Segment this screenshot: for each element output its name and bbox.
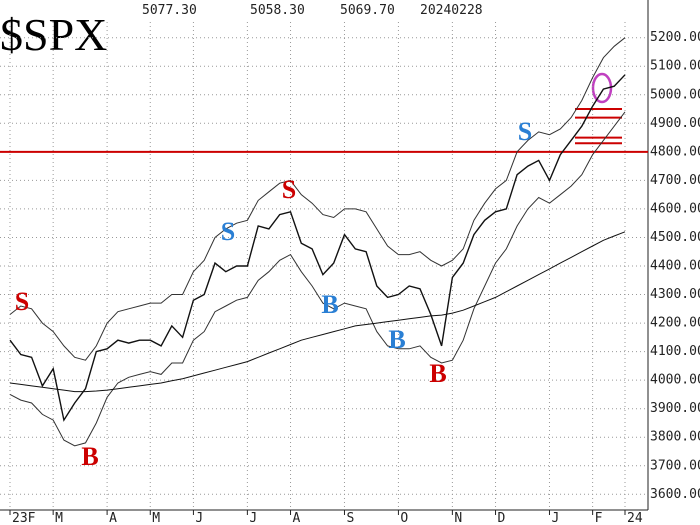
series-line <box>9 37 626 361</box>
y-tick-label: 4100.00 <box>650 344 700 359</box>
annotation: B <box>321 290 338 319</box>
header-value: 5077.30 <box>142 3 197 18</box>
chart-title: $SPX <box>0 9 107 60</box>
annotation: B <box>81 442 98 471</box>
header-value: 5058.30 <box>250 3 305 18</box>
x-tick-label: F <box>595 511 603 525</box>
annotation: B <box>429 359 446 388</box>
y-tick-label: 5100.00 <box>650 59 700 74</box>
y-tick-label: 4000.00 <box>650 373 700 388</box>
y-tick-label: 4800.00 <box>650 144 700 159</box>
y-tick-label: 4700.00 <box>650 173 700 188</box>
y-tick-label: 5200.00 <box>650 30 700 45</box>
x-tick-label: M <box>55 511 63 525</box>
annotation: B <box>388 325 405 354</box>
x-tick-label: A <box>293 511 301 525</box>
header-value: 5069.70 <box>340 3 395 18</box>
y-tick-label: 5000.00 <box>650 87 700 102</box>
x-tick-label: 24 <box>627 511 643 525</box>
y-tick-label: 4900.00 <box>650 116 700 131</box>
series-line <box>9 231 626 393</box>
x-tick-label: A <box>109 511 117 525</box>
y-tick-label: 4200.00 <box>650 316 700 331</box>
annotation: S <box>15 287 29 316</box>
x-tick-label: O <box>400 511 408 525</box>
y-tick-label: 3800.00 <box>650 430 700 445</box>
y-tick-label: 3700.00 <box>650 458 700 473</box>
y-tick-label: 3600.00 <box>650 487 700 502</box>
series-line <box>9 74 626 422</box>
x-tick-label: J <box>195 511 203 525</box>
x-tick-label: S <box>346 511 354 525</box>
annotation: S <box>282 175 296 204</box>
x-tick-label: D <box>498 511 506 525</box>
y-tick-label: 4500.00 <box>650 230 700 245</box>
annotation: S <box>518 117 532 146</box>
highlight-circle <box>591 72 613 104</box>
x-tick-label: M <box>152 511 160 525</box>
y-tick-label: 3900.00 <box>650 401 700 416</box>
x-tick-label: J <box>249 511 257 525</box>
y-tick-label: 4600.00 <box>650 201 700 216</box>
y-tick-label: 4400.00 <box>650 259 700 274</box>
annotation: S <box>221 217 235 246</box>
header-value: 20240228 <box>420 3 483 18</box>
x-tick-label: 23F <box>12 511 36 525</box>
x-tick-label: N <box>454 511 462 525</box>
y-tick-label: 4300.00 <box>650 287 700 302</box>
x-tick-label: J <box>551 511 559 525</box>
series-line <box>9 111 626 447</box>
